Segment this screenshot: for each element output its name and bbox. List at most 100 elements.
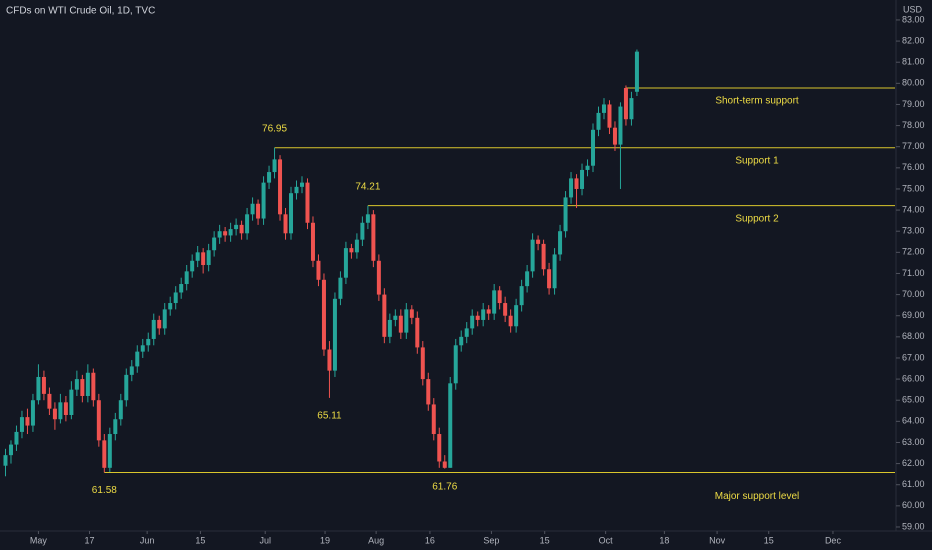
candle-body — [113, 419, 118, 435]
candle-body — [157, 319, 162, 329]
candle-body — [234, 224, 239, 230]
candle-body — [8, 444, 13, 456]
y-tick-label: 59.00 — [902, 521, 925, 531]
candle-body — [47, 393, 52, 409]
y-tick-label: 75.00 — [902, 183, 925, 193]
candle-body — [536, 239, 541, 244]
y-tick-label: 82.00 — [902, 35, 925, 45]
candle-body — [585, 165, 590, 170]
candle-body — [201, 252, 206, 266]
x-tick-label: Aug — [368, 535, 384, 545]
candle-body — [19, 417, 24, 432]
candle-body — [481, 309, 486, 320]
y-tick-label: 74.00 — [902, 204, 925, 214]
candle-body — [354, 239, 359, 253]
y-tick-label: 79.00 — [902, 99, 925, 109]
candle-body — [552, 254, 557, 289]
candle-body — [332, 298, 337, 371]
candle-body — [514, 305, 519, 327]
y-tick-label: 71.00 — [902, 268, 925, 278]
y-tick-label: 65.00 — [902, 395, 925, 405]
candle-body — [442, 461, 447, 468]
candle-body — [431, 404, 436, 435]
extreme-label: 74.21 — [355, 181, 380, 192]
candle-body — [601, 104, 606, 113]
x-tick-label: 19 — [320, 535, 330, 545]
candle-body — [486, 309, 491, 314]
candle-body — [404, 309, 409, 333]
y-tick-label: 72.00 — [902, 247, 925, 257]
x-tick-label: Jun — [140, 535, 155, 545]
level-label: Support 2 — [735, 213, 779, 224]
x-tick-label: Sep — [483, 535, 499, 545]
candle-body — [305, 182, 310, 223]
candle-body — [223, 231, 228, 236]
candle-body — [623, 87, 628, 120]
candle-body — [179, 284, 184, 293]
y-tick-label: 73.00 — [902, 226, 925, 236]
candle-body — [151, 319, 156, 339]
candle-body — [299, 182, 304, 187]
y-tick-label: 66.00 — [902, 373, 925, 383]
candle-body — [327, 349, 332, 371]
candle-body — [541, 243, 546, 270]
candle-body — [398, 315, 403, 333]
y-tick-label: 69.00 — [902, 310, 925, 320]
candle-body — [173, 292, 178, 304]
candle-body — [503, 303, 508, 316]
candle-body — [426, 379, 431, 405]
x-tick-label: 15 — [540, 535, 550, 545]
candle-body — [591, 129, 596, 166]
candle-body — [118, 400, 123, 420]
candle-body — [212, 237, 217, 251]
candle-body — [190, 260, 195, 272]
x-tick-label: 15 — [764, 535, 774, 545]
chart-title: CFDs on WTI Crude Oil, 1D, TVC — [6, 6, 155, 17]
candle-body — [256, 203, 261, 219]
candle-body — [124, 374, 129, 401]
candle-body — [272, 159, 277, 173]
candle-body — [464, 328, 469, 337]
candle-body — [580, 169, 585, 189]
candle-body — [420, 347, 425, 380]
y-tick-label: 67.00 — [902, 352, 925, 362]
y-tick-label: 63.00 — [902, 437, 925, 447]
candle-body — [195, 252, 200, 261]
candle-body — [634, 51, 639, 92]
candle-body — [470, 315, 475, 329]
candle-body — [349, 248, 354, 253]
y-tick-label: 62.00 — [902, 458, 925, 468]
candle-body — [365, 214, 370, 223]
candle-body — [525, 271, 530, 287]
y-tick-label: 83.00 — [902, 14, 925, 24]
candle-body — [382, 294, 387, 337]
candle-body — [343, 248, 348, 278]
candle-body — [168, 303, 173, 310]
candle-body — [289, 193, 294, 234]
candle-body — [102, 440, 107, 468]
candle-body — [294, 186, 299, 194]
extreme-label: 76.95 — [262, 123, 287, 134]
candle-body — [63, 402, 68, 416]
candle-body — [228, 229, 233, 236]
candle-body — [146, 338, 151, 346]
candle-body — [36, 376, 41, 401]
x-tick-label: 18 — [659, 535, 669, 545]
candle-body — [52, 408, 57, 420]
candle-body — [409, 309, 414, 318]
candle-body — [80, 379, 85, 396]
candle-body — [596, 112, 601, 130]
y-axis-label: USD — [903, 4, 923, 14]
candle-body — [574, 178, 579, 189]
x-tick-label: 15 — [195, 535, 205, 545]
x-tick-label: 16 — [425, 535, 435, 545]
candle-body — [162, 309, 167, 329]
candle-body — [475, 315, 480, 320]
x-tick-label: 17 — [84, 535, 94, 545]
candle-body — [321, 279, 326, 350]
candle-body — [360, 222, 365, 240]
y-tick-label: 80.00 — [902, 78, 925, 88]
candle-body — [547, 269, 552, 289]
